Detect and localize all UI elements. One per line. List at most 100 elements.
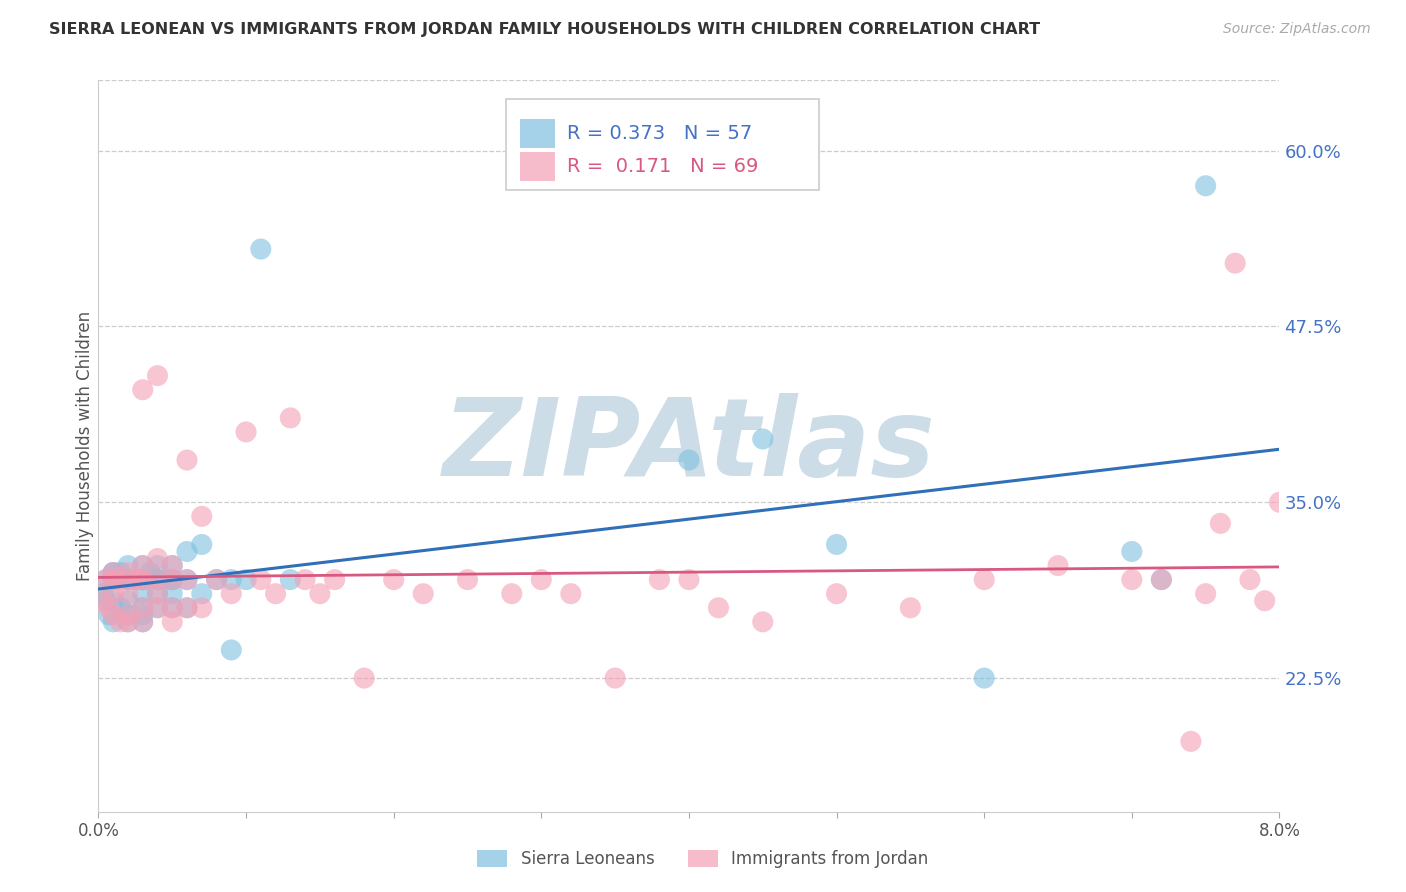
Point bbox=[146, 573, 169, 587]
Point bbox=[1150, 573, 1173, 587]
Point bbox=[110, 566, 132, 580]
Y-axis label: Family Households with Children: Family Households with Children bbox=[76, 311, 94, 581]
Point bbox=[132, 383, 155, 397]
Point bbox=[132, 615, 155, 629]
Point bbox=[97, 607, 120, 622]
Point bbox=[605, 671, 627, 685]
Point bbox=[132, 600, 155, 615]
Text: R = 0.373   N = 57: R = 0.373 N = 57 bbox=[567, 124, 752, 144]
Point bbox=[900, 600, 922, 615]
Point bbox=[162, 587, 183, 601]
Point bbox=[103, 573, 125, 587]
Point bbox=[412, 587, 434, 601]
Point bbox=[205, 573, 228, 587]
Point bbox=[162, 600, 183, 615]
Point bbox=[132, 558, 155, 573]
Point bbox=[323, 573, 346, 587]
Point bbox=[117, 607, 139, 622]
Point bbox=[825, 587, 848, 601]
Point bbox=[97, 600, 120, 615]
Point bbox=[146, 558, 169, 573]
Point bbox=[1195, 587, 1218, 601]
Point bbox=[132, 573, 155, 587]
Point bbox=[146, 600, 169, 615]
Point bbox=[146, 587, 169, 601]
Legend: Sierra Leoneans, Immigrants from Jordan: Sierra Leoneans, Immigrants from Jordan bbox=[471, 843, 935, 875]
Point bbox=[103, 566, 125, 580]
Point bbox=[117, 607, 139, 622]
Point bbox=[1239, 573, 1261, 587]
Point bbox=[382, 573, 405, 587]
Point bbox=[117, 615, 139, 629]
Point bbox=[132, 573, 155, 587]
Point bbox=[124, 573, 146, 587]
Point bbox=[176, 573, 198, 587]
Point bbox=[162, 558, 183, 573]
Point bbox=[250, 573, 273, 587]
Point bbox=[221, 587, 243, 601]
Point bbox=[103, 607, 125, 622]
Point bbox=[752, 615, 775, 629]
Point bbox=[132, 607, 155, 622]
Point bbox=[825, 537, 848, 551]
FancyBboxPatch shape bbox=[520, 119, 555, 148]
Point bbox=[1209, 516, 1232, 531]
Point bbox=[132, 573, 155, 587]
Point bbox=[280, 573, 302, 587]
Point bbox=[94, 593, 117, 607]
Point bbox=[117, 573, 139, 587]
Point bbox=[146, 368, 169, 383]
Point bbox=[353, 671, 375, 685]
Point bbox=[94, 573, 117, 587]
Point bbox=[132, 558, 155, 573]
Point bbox=[146, 573, 169, 587]
Point bbox=[103, 615, 125, 629]
Point bbox=[117, 558, 139, 573]
Point bbox=[162, 573, 183, 587]
Point bbox=[530, 573, 553, 587]
Point bbox=[124, 573, 146, 587]
Point bbox=[146, 551, 169, 566]
Point bbox=[309, 587, 332, 601]
Point bbox=[648, 573, 671, 587]
Point bbox=[221, 643, 243, 657]
Point bbox=[132, 587, 155, 601]
Point bbox=[191, 509, 214, 524]
Point bbox=[1268, 495, 1291, 509]
Point bbox=[250, 242, 273, 256]
Point bbox=[191, 600, 214, 615]
Point bbox=[221, 573, 243, 587]
Point bbox=[91, 593, 114, 607]
Point bbox=[117, 573, 139, 587]
Point bbox=[146, 573, 169, 587]
Point bbox=[117, 573, 139, 587]
Point bbox=[146, 600, 169, 615]
Point bbox=[110, 600, 132, 615]
Point bbox=[117, 566, 139, 580]
Point bbox=[205, 573, 228, 587]
Point bbox=[235, 573, 257, 587]
Point bbox=[264, 587, 287, 601]
Point bbox=[103, 566, 125, 580]
Point bbox=[176, 544, 198, 558]
Point bbox=[973, 671, 995, 685]
Point bbox=[294, 573, 316, 587]
Point bbox=[1195, 178, 1218, 193]
Point bbox=[707, 600, 730, 615]
Point bbox=[1225, 256, 1247, 270]
Point bbox=[176, 453, 198, 467]
Point bbox=[162, 558, 183, 573]
Text: Source: ZipAtlas.com: Source: ZipAtlas.com bbox=[1223, 22, 1371, 37]
Point bbox=[162, 573, 183, 587]
Point bbox=[1180, 734, 1202, 748]
Point bbox=[1121, 573, 1143, 587]
Point bbox=[105, 573, 128, 587]
Point bbox=[110, 615, 132, 629]
Point bbox=[560, 587, 582, 601]
Point bbox=[1150, 573, 1173, 587]
Point bbox=[103, 587, 125, 601]
Point bbox=[235, 425, 257, 439]
Point bbox=[1046, 558, 1070, 573]
Point bbox=[1121, 544, 1143, 558]
Point bbox=[162, 573, 183, 587]
